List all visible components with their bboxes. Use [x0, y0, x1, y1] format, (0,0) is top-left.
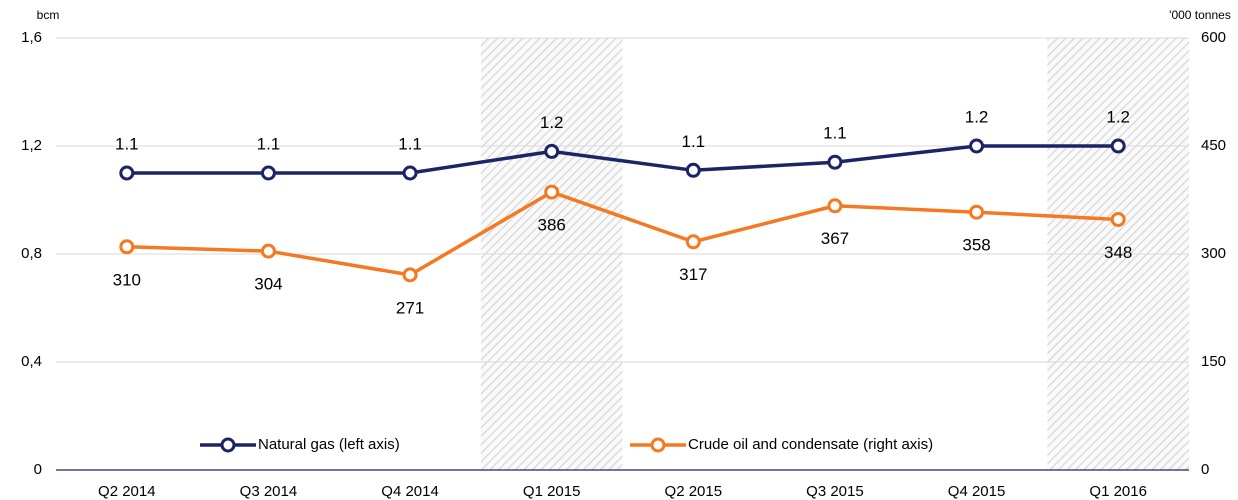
- data-label: 1.2: [1106, 107, 1130, 126]
- point: [544, 143, 560, 159]
- point: [402, 267, 418, 283]
- x-tick-label: Q3 2014: [240, 483, 298, 500]
- data-label: 1.1: [257, 134, 281, 153]
- data-label: 1.1: [115, 134, 139, 153]
- point: [969, 138, 985, 154]
- data-label: 1.1: [681, 132, 705, 151]
- x-tick-label: Q4 2015: [948, 483, 1006, 500]
- point: [827, 198, 843, 214]
- data-label: 367: [821, 229, 849, 248]
- y2-axis-label: '000 tonnes: [1169, 8, 1231, 22]
- point: [119, 239, 135, 255]
- data-label: 348: [1104, 243, 1132, 262]
- point: [1110, 138, 1126, 154]
- y-tick-label: 0: [34, 461, 42, 478]
- legend-label: Crude oil and condensate (right axis): [688, 436, 933, 453]
- data-label: 310: [113, 270, 141, 289]
- point: [827, 154, 843, 170]
- x-tick-label: Q2 2015: [665, 483, 723, 500]
- point: [402, 165, 418, 181]
- series-line: [126, 144, 1119, 175]
- y2-tick-label: 450: [1201, 137, 1226, 154]
- x-tick-label: Q1 2016: [1089, 483, 1147, 500]
- y2-tick-label: 300: [1201, 245, 1226, 262]
- data-label: 358: [962, 236, 990, 255]
- y2-tick-label: 150: [1201, 353, 1226, 370]
- data-label: 1.2: [965, 107, 989, 126]
- x-tick-label: Q1 2015: [523, 483, 581, 500]
- point: [119, 165, 135, 181]
- data-label: 304: [254, 275, 282, 294]
- series-line: [126, 190, 1119, 277]
- point: [969, 204, 985, 220]
- x-tick-label: Q3 2015: [806, 483, 864, 500]
- data-label: 1.2: [540, 113, 564, 132]
- data-label: 1.1: [398, 134, 422, 153]
- legend-marker: [220, 437, 236, 453]
- y-tick-label: 1,6: [21, 29, 42, 46]
- legend-marker: [650, 437, 666, 453]
- point: [685, 162, 701, 178]
- data-label: 386: [538, 216, 566, 235]
- y2-tick-label: 0: [1201, 461, 1209, 478]
- y-tick-label: 1,2: [21, 137, 42, 154]
- x-tick-label: Q4 2014: [381, 483, 439, 500]
- data-label: 317: [679, 265, 707, 284]
- y2-tick-label: 600: [1201, 29, 1226, 46]
- y-axis-label: bcm: [37, 8, 60, 22]
- legend-label: Natural gas (left axis): [258, 436, 400, 453]
- point: [685, 234, 701, 250]
- y-tick-label: 0,4: [21, 353, 42, 370]
- x-tick-label: Q2 2014: [98, 483, 156, 500]
- point: [260, 165, 276, 181]
- data-label: 1.1: [823, 124, 847, 143]
- point: [1110, 211, 1126, 227]
- point: [260, 243, 276, 259]
- data-label: 271: [396, 298, 424, 317]
- point: [544, 184, 560, 200]
- y-tick-label: 0,8: [21, 245, 42, 262]
